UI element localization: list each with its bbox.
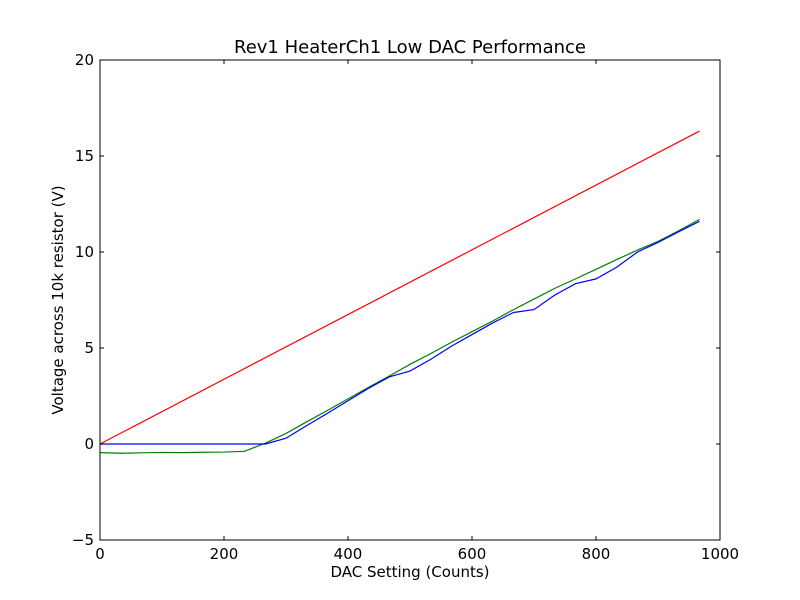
y-tick-label: 0: [84, 435, 94, 453]
series-line-2: [99, 218, 700, 454]
plot-frame: [99, 59, 721, 541]
y-tick-label: 20: [75, 51, 94, 69]
x-tick-label: 0: [95, 545, 105, 563]
plot-series: [99, 130, 700, 454]
x-axis-label: DAC Setting (Counts): [330, 563, 489, 581]
y-tick-label: 10: [75, 243, 94, 261]
x-tick-label: 800: [582, 545, 611, 563]
series-line-3: [100, 220, 700, 445]
x-tick-label: 200: [210, 545, 239, 563]
y-axis-label: Voltage across 10k resistor (V): [49, 185, 67, 414]
y-axis: −5 0 5 10 15 20: [72, 51, 720, 549]
y-tick-label: −5: [72, 531, 94, 549]
x-tick-label: 1000: [701, 545, 739, 563]
x-tick-label: 600: [458, 545, 487, 563]
y-tick-label: 15: [75, 147, 94, 165]
x-axis: 0 200 400 600 800 1000: [95, 60, 739, 563]
x-tick-label: 400: [334, 545, 363, 563]
series-line-1: [99, 130, 700, 445]
y-tick-label: 5: [84, 339, 94, 357]
chart-title: Rev1 HeaterCh1 Low DAC Performance: [234, 37, 586, 58]
